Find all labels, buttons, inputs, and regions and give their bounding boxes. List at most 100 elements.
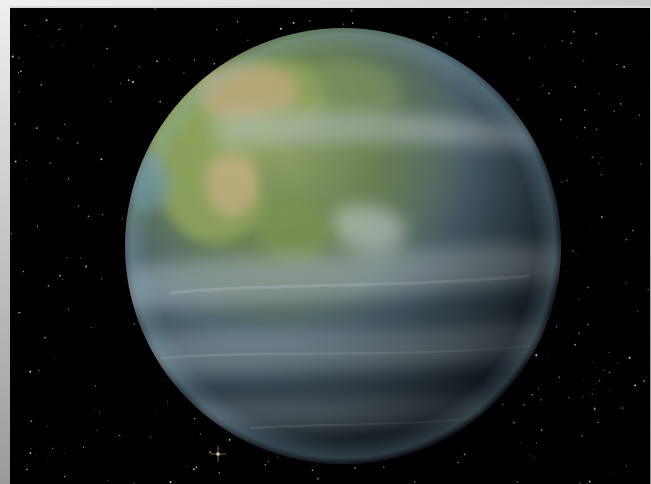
star bbox=[35, 455, 37, 457]
star bbox=[95, 407, 97, 409]
star bbox=[47, 426, 48, 427]
star bbox=[96, 429, 98, 431]
star bbox=[566, 179, 568, 182]
star bbox=[49, 162, 51, 164]
star bbox=[132, 81, 134, 83]
star bbox=[578, 332, 581, 335]
star bbox=[593, 407, 596, 410]
image-viewport bbox=[10, 8, 650, 484]
star bbox=[67, 178, 70, 180]
star bbox=[637, 310, 639, 312]
star bbox=[588, 480, 591, 483]
star bbox=[119, 434, 121, 437]
star bbox=[561, 40, 563, 42]
star bbox=[531, 393, 534, 396]
star bbox=[18, 90, 20, 93]
star bbox=[631, 229, 634, 232]
star bbox=[638, 114, 640, 116]
star bbox=[292, 21, 295, 24]
star bbox=[581, 434, 583, 437]
planet bbox=[125, 28, 561, 464]
star bbox=[215, 28, 218, 31]
star bbox=[66, 257, 68, 259]
star bbox=[44, 336, 47, 339]
star bbox=[609, 390, 611, 392]
starfield bbox=[10, 8, 650, 484]
star bbox=[548, 92, 550, 95]
star bbox=[45, 19, 48, 22]
star bbox=[517, 98, 519, 101]
star bbox=[17, 72, 19, 74]
star bbox=[64, 452, 66, 454]
star bbox=[58, 28, 61, 31]
star bbox=[540, 429, 543, 431]
star bbox=[413, 481, 416, 483]
star bbox=[22, 271, 24, 273]
star bbox=[626, 465, 627, 467]
star bbox=[579, 482, 581, 484]
star bbox=[603, 370, 605, 372]
star bbox=[94, 325, 96, 326]
star bbox=[54, 357, 56, 359]
star bbox=[87, 215, 90, 218]
star bbox=[601, 216, 603, 218]
star bbox=[504, 15, 506, 17]
star bbox=[38, 369, 40, 371]
star bbox=[14, 160, 17, 163]
star bbox=[576, 136, 577, 137]
star bbox=[162, 380, 164, 381]
star bbox=[114, 25, 117, 27]
star bbox=[435, 32, 437, 34]
star bbox=[63, 475, 66, 478]
star bbox=[63, 44, 65, 46]
star bbox=[586, 323, 589, 326]
star bbox=[595, 128, 598, 131]
star bbox=[36, 225, 38, 227]
star bbox=[84, 265, 88, 268]
star bbox=[617, 362, 619, 364]
star bbox=[26, 468, 28, 471]
star bbox=[311, 469, 314, 472]
star bbox=[463, 453, 466, 456]
star bbox=[457, 461, 459, 464]
star bbox=[110, 100, 112, 103]
star bbox=[100, 158, 103, 161]
star bbox=[561, 181, 563, 183]
star bbox=[195, 466, 198, 468]
star bbox=[643, 380, 645, 382]
star bbox=[30, 447, 32, 450]
star bbox=[61, 279, 63, 281]
star bbox=[548, 353, 549, 355]
star bbox=[593, 388, 595, 390]
star bbox=[316, 477, 319, 480]
star bbox=[156, 412, 157, 414]
star bbox=[540, 398, 542, 401]
star bbox=[102, 214, 104, 216]
star bbox=[23, 62, 25, 63]
star bbox=[150, 436, 152, 438]
star bbox=[593, 409, 596, 411]
star bbox=[613, 110, 616, 113]
star bbox=[583, 108, 586, 112]
star bbox=[10, 233, 12, 235]
star bbox=[647, 288, 650, 291]
star bbox=[591, 156, 594, 158]
star bbox=[154, 8, 157, 10]
star bbox=[621, 407, 624, 409]
star bbox=[582, 396, 584, 398]
star bbox=[540, 87, 542, 89]
star bbox=[127, 79, 130, 81]
star bbox=[308, 20, 311, 22]
star bbox=[276, 456, 279, 459]
star bbox=[29, 452, 32, 454]
star bbox=[559, 118, 562, 121]
star bbox=[609, 472, 611, 473]
star bbox=[628, 356, 631, 359]
star bbox=[67, 308, 70, 310]
star bbox=[535, 442, 538, 444]
star bbox=[37, 35, 39, 37]
star bbox=[133, 323, 136, 326]
star bbox=[24, 24, 26, 27]
star bbox=[625, 239, 627, 241]
star bbox=[20, 156, 22, 158]
